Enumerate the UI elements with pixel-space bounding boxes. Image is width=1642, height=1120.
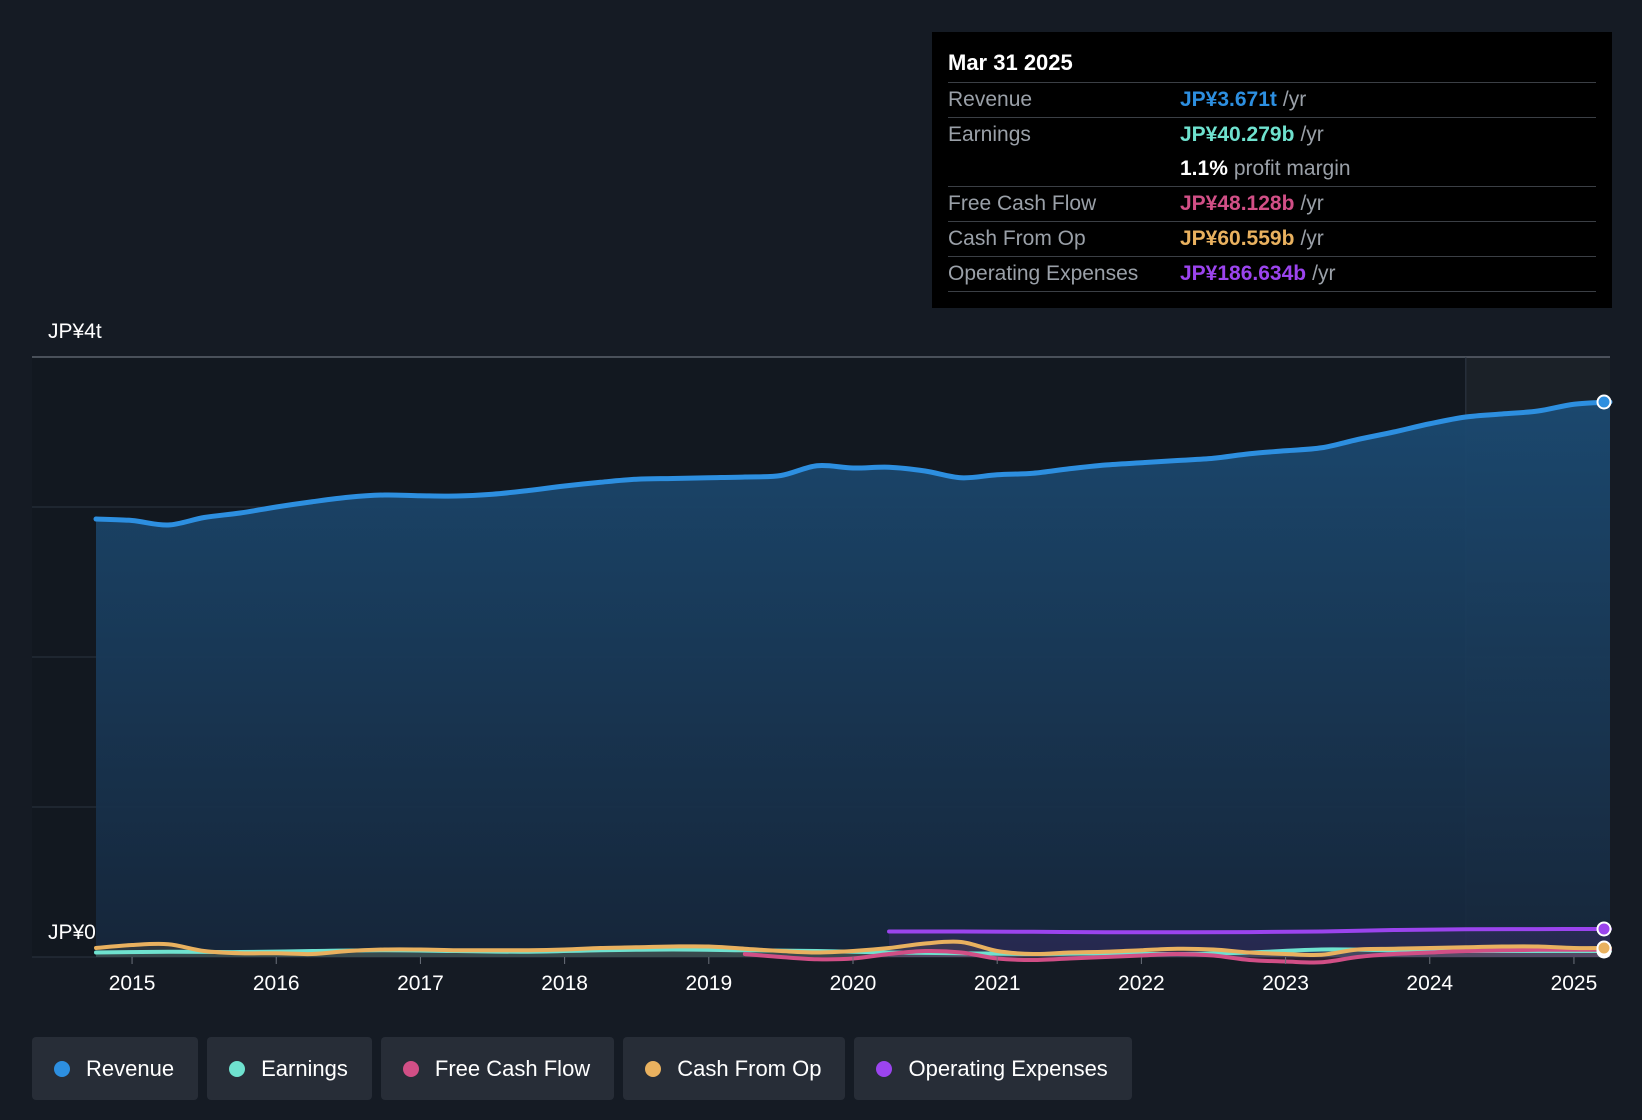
x-tick-label: 2018: [541, 972, 588, 995]
tooltip-label: Free Cash Flow: [948, 192, 1097, 215]
tooltip-value: JP¥3.671t: [1180, 88, 1277, 111]
x-tick-label: 2015: [109, 972, 156, 995]
tooltip-value: JP¥60.559b: [1180, 227, 1295, 250]
tooltip-value: JP¥48.128b: [1180, 192, 1295, 215]
legend-dot-icon: [229, 1060, 246, 1077]
legend-dot-icon: [54, 1060, 70, 1077]
tooltip-label: Cash From Op: [948, 227, 1086, 250]
x-tick-label: 2016: [253, 972, 300, 995]
chart-legend: Revenue Earnings Free Cash Flow Cash Fro…: [32, 1037, 1132, 1100]
revenue-end-marker: [1596, 394, 1612, 410]
tooltip-value: 1.1%: [1180, 157, 1228, 180]
tooltip-unit: /yr: [1300, 123, 1324, 146]
tooltip-label: Revenue: [948, 88, 1033, 111]
tooltip-unit: /yr: [1282, 88, 1307, 111]
tooltip-unit: profit margin: [1233, 157, 1351, 180]
legend-item-free-cash-flow[interactable]: Free Cash Flow: [380, 1037, 615, 1100]
tooltip-row-free-cash-flow: Free Cash Flow JP¥48.128b /yr: [948, 186, 1596, 221]
tooltip-label: Earnings: [948, 123, 1031, 146]
operating-expenses-end-marker: [1596, 921, 1612, 937]
data-tooltip: Mar 31 2025 Revenue JP¥3.671t /yr Earnin…: [932, 32, 1612, 308]
tooltip-value: JP¥40.279b: [1180, 123, 1295, 146]
revenue-area: [96, 402, 1610, 957]
tooltip-unit: /yr: [1300, 227, 1324, 250]
x-tick-label: 2024: [1406, 972, 1453, 995]
cash-from-op-end-marker: [1596, 940, 1612, 956]
legend-dot-icon: [876, 1060, 893, 1077]
x-tick-label: 2020: [830, 972, 877, 995]
x-tick-label: 2025: [1551, 972, 1598, 995]
tooltip-row-revenue: Revenue JP¥3.671t /yr: [948, 82, 1596, 117]
legend-item-revenue[interactable]: Revenue: [32, 1037, 199, 1100]
tooltip-unit: /yr: [1312, 262, 1336, 285]
legend-item-earnings[interactable]: Earnings: [207, 1037, 372, 1100]
y-axis-top-label: JP¥4t: [48, 320, 102, 343]
free-cash-flow-line: [742, 947, 1612, 965]
x-tick-label: 2017: [397, 972, 444, 995]
tooltip-unit: /yr: [1300, 192, 1324, 215]
tooltip-row-operating-expenses: Operating Expenses JP¥186.634b /yr: [948, 256, 1596, 292]
cash-from-op-line: [94, 939, 1612, 958]
tooltip-value: JP¥186.634b: [1180, 262, 1307, 285]
tooltip-row-profit-margin: 1.1% profit margin: [948, 152, 1596, 186]
tooltip-row-earnings: Earnings JP¥40.279b /yr: [948, 117, 1596, 152]
revenue-line: [93, 399, 1613, 528]
x-tick-label: 2021: [974, 972, 1021, 995]
operating-expenses-line: [887, 926, 1612, 935]
x-tick-label: 2019: [685, 972, 732, 995]
y-axis-zero-label: JP¥0: [48, 921, 96, 944]
legend-item-operating-expenses[interactable]: Operating Expenses: [854, 1037, 1132, 1100]
legend-label: Revenue: [86, 1055, 175, 1081]
tooltip-label: Operating Expenses: [948, 262, 1139, 285]
legend-label: Free Cash Flow: [434, 1055, 591, 1081]
legend-label: Cash From Op: [677, 1055, 822, 1081]
legend-dot-icon: [645, 1060, 662, 1077]
x-tick-label: 2023: [1262, 972, 1309, 995]
tooltip-date: Mar 31 2025: [948, 50, 1073, 75]
legend-item-cash-from-op[interactable]: Cash From Op: [623, 1037, 846, 1100]
legend-dot-icon: [402, 1060, 419, 1077]
legend-label: Operating Expenses: [908, 1055, 1108, 1081]
legend-label: Earnings: [261, 1055, 348, 1081]
tooltip-row-cash-from-op: Cash From Op JP¥60.559b /yr: [948, 221, 1596, 256]
x-tick-label: 2022: [1118, 972, 1165, 995]
